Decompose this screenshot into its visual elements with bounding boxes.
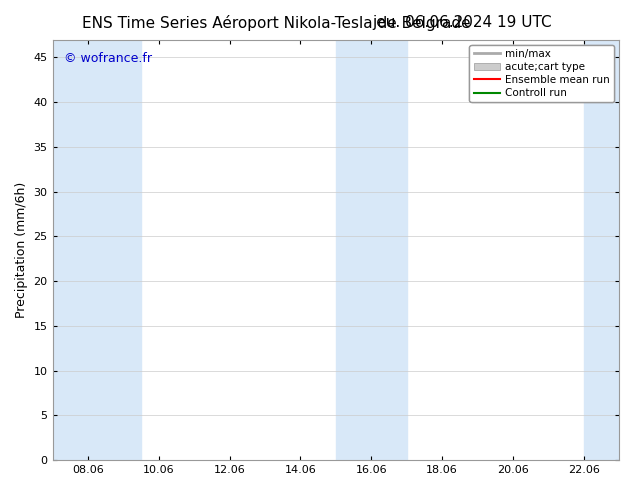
Bar [583,40,619,460]
Y-axis label: Precipitation (mm/6h): Precipitation (mm/6h) [15,182,28,318]
Legend: min/max, acute;cart type, Ensemble mean run, Controll run: min/max, acute;cart type, Ensemble mean … [469,45,614,102]
Text: © wofrance.fr: © wofrance.fr [64,52,152,65]
Bar [53,40,141,460]
Text: ENS Time Series Aéroport Nikola-Tesla de Belgrade: ENS Time Series Aéroport Nikola-Tesla de… [82,15,471,31]
Text: jeu. 06.06.2024 19 UTC: jeu. 06.06.2024 19 UTC [372,15,552,30]
Bar [336,40,406,460]
